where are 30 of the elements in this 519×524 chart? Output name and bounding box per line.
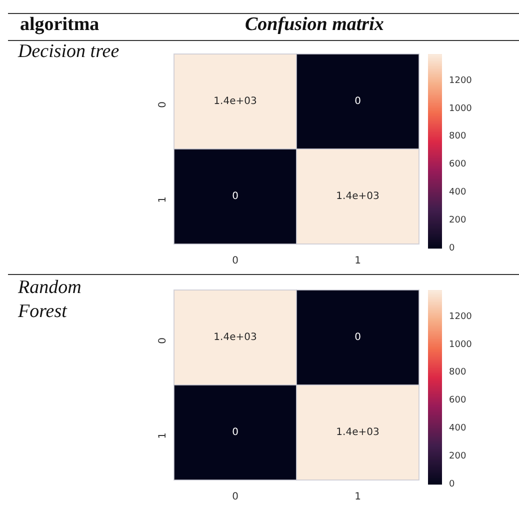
color-bar-label: 600 [449,160,466,170]
data-label: 1.4e+03 [336,191,380,202]
color-bar-label: 800 [449,132,466,142]
data-label: 0 [354,332,361,344]
color-bar-label: 1200 [449,76,472,86]
data-label: 0 [232,191,238,202]
y-tick-label: 1 [158,196,169,203]
data-label: 0 [232,427,238,438]
color-bar-label: 0 [449,243,455,254]
color-bar-label: 400 [449,188,466,198]
color-bar-label: 1000 [449,104,472,114]
y-tick-label: 0 [158,102,169,108]
y-tick-label: 1 [158,432,169,439]
text: Confusion matrix [245,14,384,36]
color-bar-label: 1000 [449,340,472,350]
color-bar-label: 600 [449,396,466,406]
chart-title: Decision tree [18,40,120,64]
color-bar-label: 1200 [449,312,472,322]
chart-title: Random Forest [18,276,82,324]
color-bar-label: 0 [449,479,455,490]
data-label: 1.4e+03 [214,96,257,108]
color-bar-label: 400 [449,424,466,434]
data-label: 1.4e+03 [336,427,380,438]
text: algoritma [20,14,100,36]
data-label: 0 [354,96,361,108]
data-label: 1.4e+03 [214,332,257,344]
color-bar-label: 800 [449,368,466,378]
color-bar-label: 200 [449,451,466,462]
y-tick-label: 0 [158,338,169,344]
color-bar-label: 200 [449,215,466,226]
